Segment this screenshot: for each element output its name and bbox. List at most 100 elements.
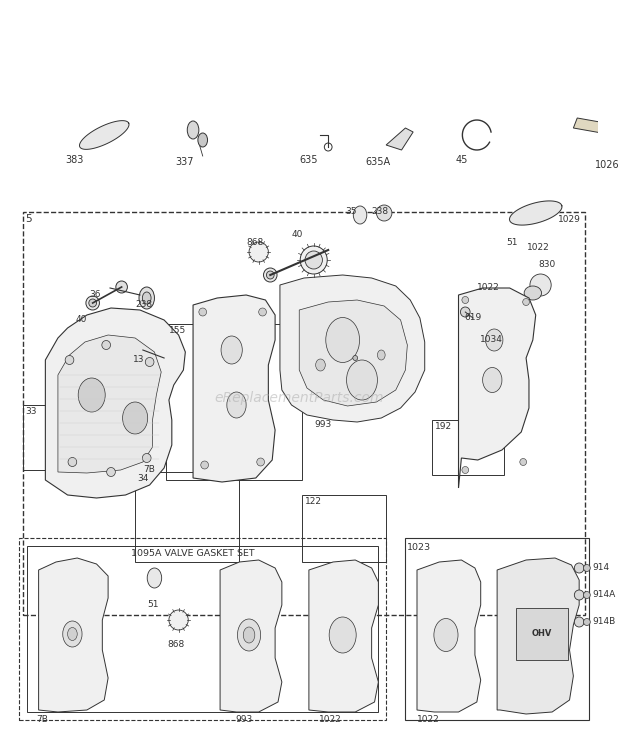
Ellipse shape	[300, 246, 327, 274]
Text: 238: 238	[371, 207, 389, 216]
Ellipse shape	[376, 205, 392, 221]
Text: 122: 122	[305, 497, 322, 506]
Ellipse shape	[68, 627, 78, 641]
Text: 993: 993	[236, 715, 253, 724]
Bar	[166, 324, 302, 480]
Text: 1034: 1034	[480, 335, 503, 344]
Ellipse shape	[243, 627, 255, 643]
Polygon shape	[58, 335, 161, 473]
Ellipse shape	[221, 336, 242, 364]
Ellipse shape	[329, 617, 356, 653]
Text: 33: 33	[25, 408, 37, 417]
Ellipse shape	[461, 307, 470, 317]
Ellipse shape	[147, 568, 162, 588]
Text: 1022: 1022	[319, 715, 341, 724]
Bar	[23, 405, 105, 470]
Bar	[23, 212, 585, 615]
Ellipse shape	[102, 341, 110, 350]
Polygon shape	[510, 201, 562, 225]
Ellipse shape	[462, 297, 469, 304]
Ellipse shape	[116, 281, 128, 293]
Ellipse shape	[574, 590, 584, 600]
Ellipse shape	[583, 618, 590, 626]
Text: 635A: 635A	[365, 157, 390, 167]
Ellipse shape	[520, 458, 526, 466]
Text: 868: 868	[246, 238, 264, 247]
Polygon shape	[497, 558, 579, 714]
Ellipse shape	[139, 287, 154, 309]
Text: 1029: 1029	[558, 215, 581, 224]
Ellipse shape	[267, 271, 274, 279]
Text: 635: 635	[299, 155, 317, 165]
Text: 35: 35	[345, 207, 357, 216]
Text: 45: 45	[456, 155, 468, 165]
Text: 337: 337	[175, 157, 194, 167]
Text: 619: 619	[464, 313, 482, 322]
Ellipse shape	[257, 458, 265, 466]
Polygon shape	[193, 295, 275, 482]
Ellipse shape	[123, 402, 148, 434]
Bar	[405, 538, 589, 720]
Ellipse shape	[326, 318, 360, 362]
Text: OHV: OHV	[531, 629, 552, 638]
Ellipse shape	[353, 206, 367, 224]
Text: 51: 51	[148, 600, 159, 609]
Ellipse shape	[227, 392, 246, 418]
Ellipse shape	[378, 350, 385, 360]
Ellipse shape	[198, 133, 208, 147]
Ellipse shape	[347, 360, 378, 400]
Bar	[27, 546, 378, 712]
Ellipse shape	[482, 368, 502, 393]
Ellipse shape	[78, 378, 105, 412]
Text: 40: 40	[75, 315, 87, 324]
Text: 7B: 7B	[143, 465, 155, 474]
Bar	[19, 538, 386, 720]
Polygon shape	[309, 560, 378, 712]
Text: 13: 13	[133, 355, 144, 364]
Text: 1022: 1022	[477, 283, 500, 292]
Text: 40: 40	[291, 230, 303, 239]
Ellipse shape	[462, 466, 469, 473]
Polygon shape	[417, 560, 481, 712]
Ellipse shape	[68, 458, 77, 466]
Polygon shape	[299, 300, 407, 406]
Ellipse shape	[523, 298, 529, 306]
Ellipse shape	[249, 242, 268, 262]
Polygon shape	[79, 121, 129, 150]
Bar	[135, 472, 239, 562]
Polygon shape	[220, 560, 282, 712]
Text: 1023: 1023	[407, 543, 432, 552]
Text: 914A: 914A	[593, 590, 616, 599]
Polygon shape	[574, 118, 620, 155]
Bar	[302, 495, 386, 562]
Ellipse shape	[316, 359, 326, 371]
Ellipse shape	[199, 308, 206, 316]
Text: 5: 5	[25, 214, 32, 224]
Ellipse shape	[143, 292, 151, 304]
Text: 830: 830	[539, 260, 556, 269]
Text: eReplacementParts.com: eReplacementParts.com	[215, 391, 384, 405]
Text: 1095A VALVE GASKET SET: 1095A VALVE GASKET SET	[131, 549, 255, 558]
Ellipse shape	[107, 467, 115, 476]
Ellipse shape	[65, 356, 74, 365]
Text: 36: 36	[90, 290, 101, 299]
Polygon shape	[280, 275, 425, 422]
Ellipse shape	[530, 274, 551, 296]
Ellipse shape	[169, 610, 188, 630]
Text: 1022: 1022	[417, 715, 440, 724]
Text: 7B: 7B	[37, 715, 48, 724]
Text: 192: 192	[435, 423, 452, 432]
Text: 868: 868	[167, 640, 184, 649]
Ellipse shape	[264, 268, 277, 282]
Ellipse shape	[574, 617, 584, 627]
Text: 1026: 1026	[595, 160, 619, 170]
Ellipse shape	[86, 296, 99, 310]
Polygon shape	[459, 288, 536, 488]
Ellipse shape	[524, 286, 541, 300]
Text: 34: 34	[138, 475, 149, 484]
Text: 155: 155	[169, 326, 187, 335]
Text: 914: 914	[593, 563, 610, 572]
Text: 51: 51	[506, 238, 517, 247]
Ellipse shape	[201, 461, 208, 469]
Ellipse shape	[145, 358, 154, 367]
